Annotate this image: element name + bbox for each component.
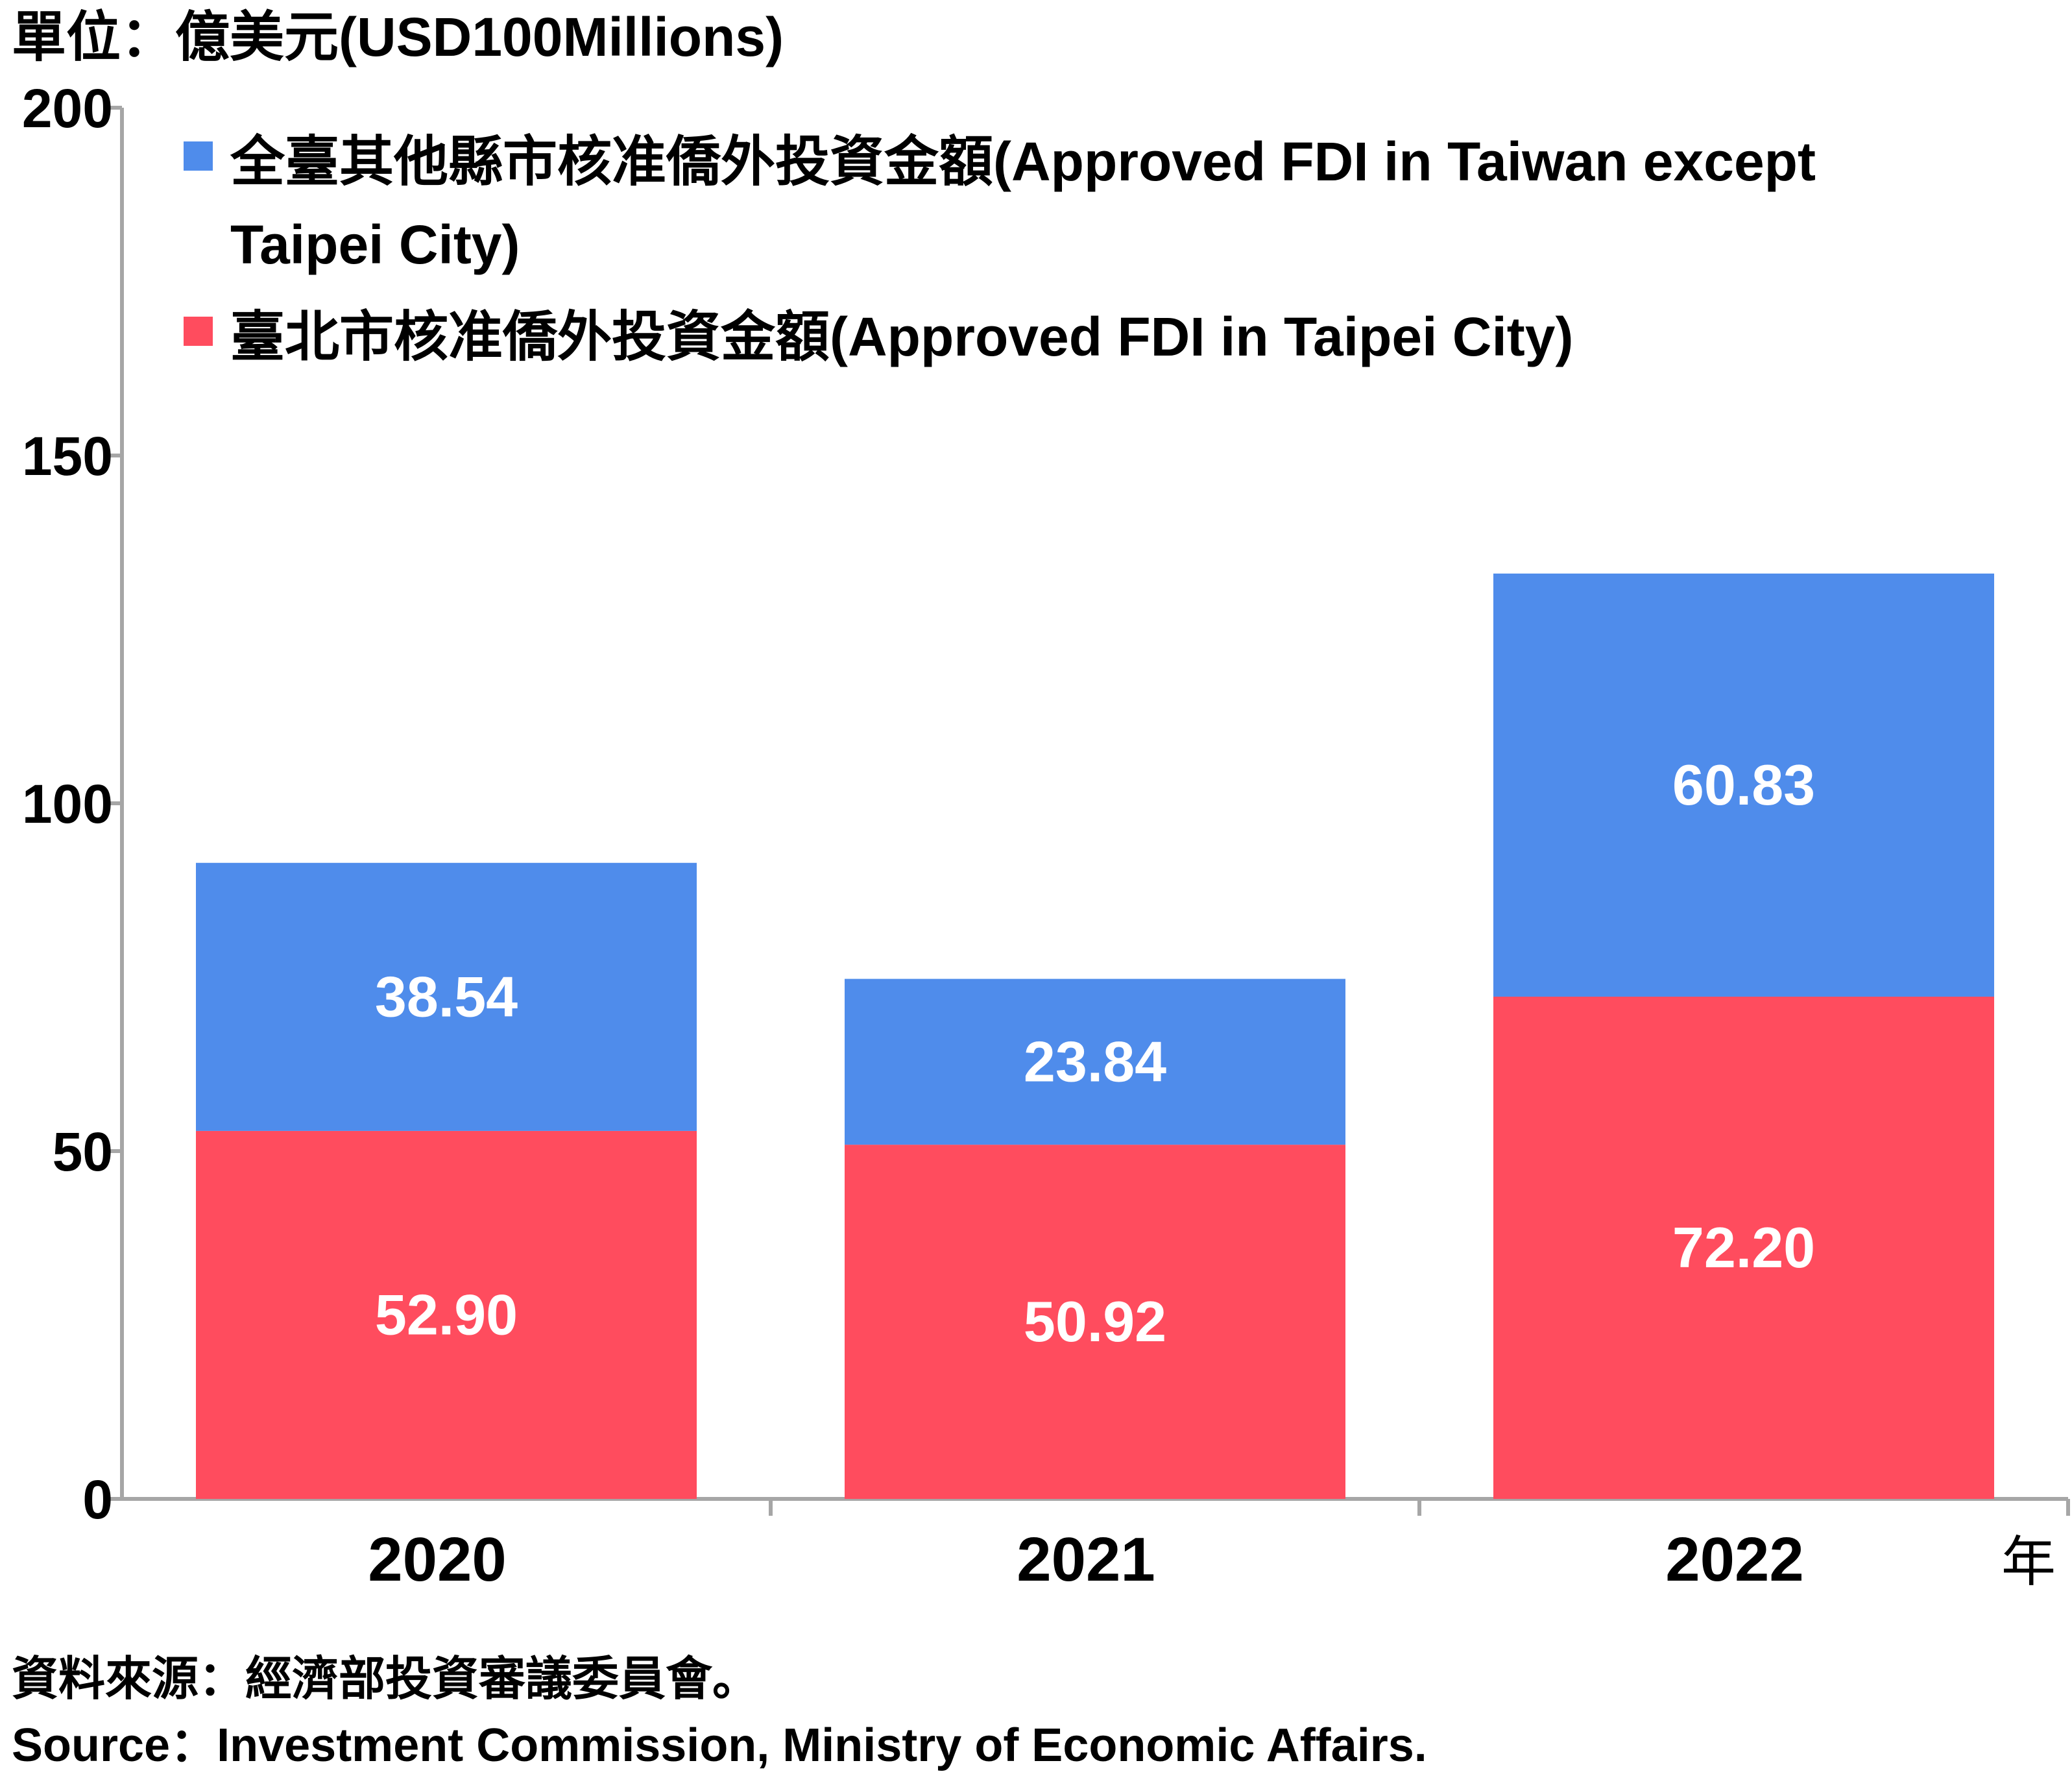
x-tick-label: 2020 xyxy=(368,1525,507,1594)
bar-segment xyxy=(1493,997,1994,1499)
legend-label: 全臺其他縣市核准僑外投資金額(Approved FDI in Taiwan ex… xyxy=(230,131,1816,192)
legend-label: Taipei City) xyxy=(230,214,520,275)
legend-swatch xyxy=(184,141,213,171)
data-label: 72.20 xyxy=(1672,1215,1815,1280)
data-label: 23.84 xyxy=(1024,1029,1166,1093)
legend-swatch xyxy=(184,317,213,346)
bar-segment xyxy=(845,979,1345,1145)
y-tick-label: 150 xyxy=(22,426,113,487)
source-en: Source：Investment Commission, Ministry o… xyxy=(12,1720,1427,1771)
x-tick-label: 2022 xyxy=(1665,1525,1804,1594)
year-suffix: 年 xyxy=(2001,1531,2056,1592)
bar-segment xyxy=(1493,573,1994,997)
data-label: 50.92 xyxy=(1024,1289,1166,1354)
data-label: 60.83 xyxy=(1672,753,1815,817)
unit-label: 單位：億美元(USD100Millions) xyxy=(12,6,784,67)
x-tick-labels: 2020 2021 2022 xyxy=(368,1525,1804,1594)
source-zh: 資料來源：經濟部投資審議委員會。 xyxy=(12,1653,759,1705)
bar-segment xyxy=(845,1145,1345,1499)
y-tick-label: 100 xyxy=(22,773,113,834)
y-tick-labels: 0 50 100 150 200 xyxy=(22,78,113,1530)
x-tick-label: 2021 xyxy=(1017,1525,1155,1594)
legend: 全臺其他縣市核准僑外投資金額(Approved FDI in Taiwan ex… xyxy=(184,131,1816,367)
bar-segment xyxy=(196,1130,697,1499)
bars xyxy=(196,573,1994,1499)
data-label: 52.90 xyxy=(375,1282,518,1346)
legend-label: 臺北市核准僑外投資金額(Approved FDI in Taipei City) xyxy=(230,306,1573,367)
data-labels: 52.90 38.54 50.92 23.84 72.20 60.83 xyxy=(375,753,1815,1354)
y-tick-label: 0 xyxy=(82,1469,113,1530)
bar-segment xyxy=(196,862,697,1131)
data-label: 38.54 xyxy=(375,964,518,1028)
y-tick-label: 50 xyxy=(53,1121,113,1182)
y-tick-label: 200 xyxy=(22,78,113,139)
